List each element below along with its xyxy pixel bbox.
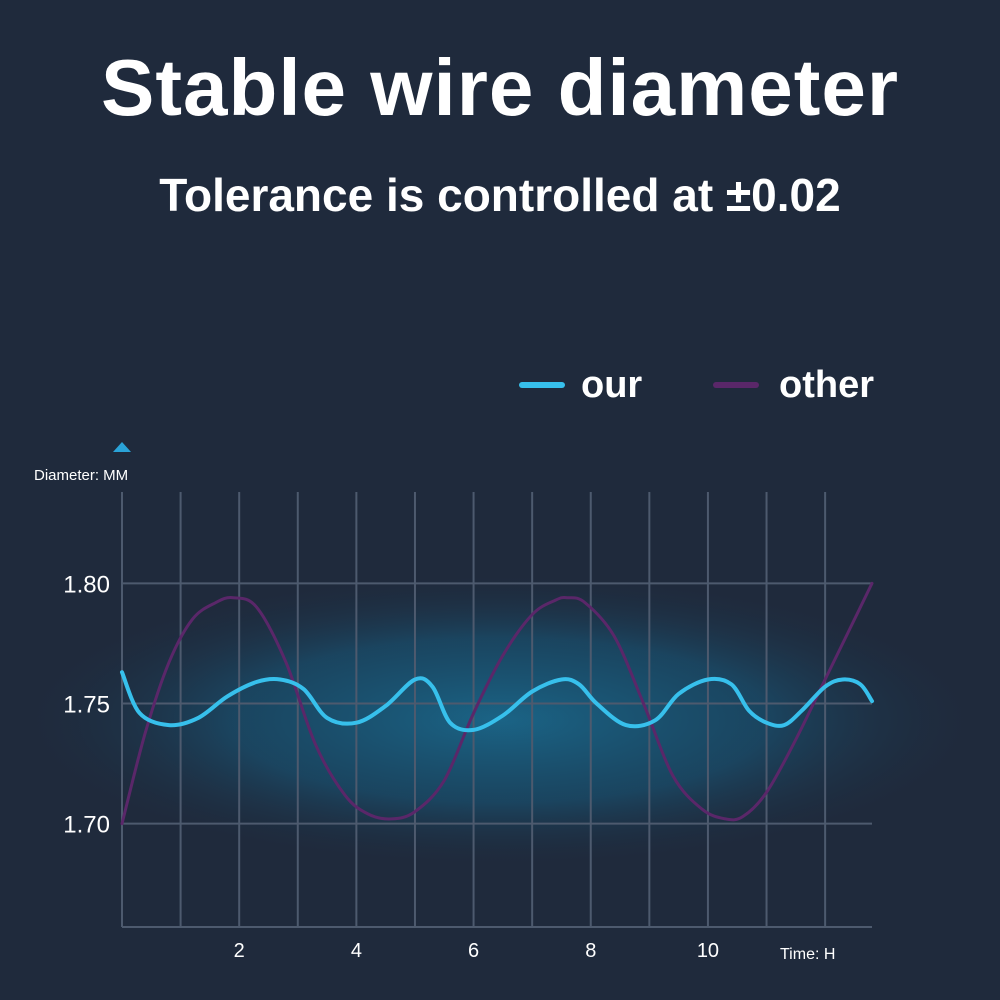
x-tick-label: 10: [697, 940, 719, 962]
series-line-our: [120, 670, 874, 733]
y-tick-label: 1.75: [63, 691, 110, 718]
y-tick-label: 1.80: [63, 571, 110, 598]
legend-label-other: other: [779, 364, 874, 406]
legend: our other: [519, 364, 874, 406]
glow-backdrop: [10, 570, 990, 870]
y-tick-label: 1.70: [63, 812, 110, 839]
y-axis-label: Diameter: MM: [34, 467, 128, 484]
x-tick-label: 2: [234, 940, 245, 962]
x-tick-label: 8: [585, 940, 596, 962]
x-axis-label: Time: H: [780, 946, 835, 963]
x-tick-label: 4: [351, 940, 362, 962]
page-subtitle: Tolerance is controlled at ±0.02: [159, 169, 841, 221]
series-line-other: [120, 581, 874, 826]
x-tick-label: 6: [468, 940, 479, 962]
page-title: Stable wire diameter: [100, 43, 900, 132]
y-axis-arrow-icon: [113, 442, 131, 452]
legend-label-our: our: [581, 364, 642, 406]
